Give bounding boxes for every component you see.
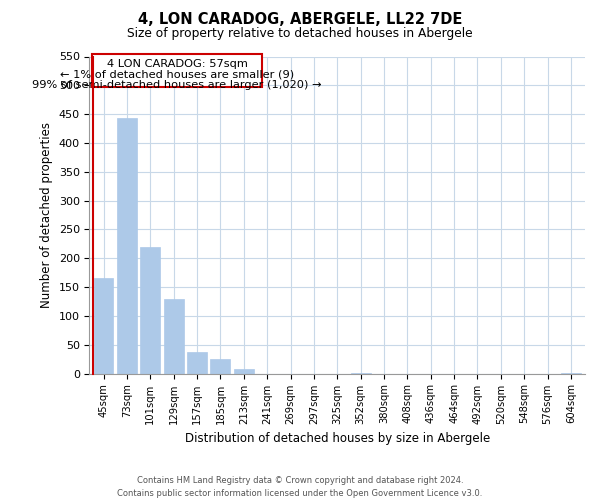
Text: Size of property relative to detached houses in Abergele: Size of property relative to detached ho… (127, 28, 473, 40)
Bar (94, 278, 113, 374)
Bar (211, 359, 230, 374)
Text: 4 LON CARADOG: 57sqm: 4 LON CARADOG: 57sqm (107, 60, 248, 70)
X-axis label: Distribution of detached houses by size in Abergele: Distribution of detached houses by size … (185, 432, 490, 445)
Bar (187, 352, 207, 374)
Bar (350, 373, 371, 374)
Bar (234, 369, 254, 374)
Bar (164, 298, 184, 374)
Bar (561, 373, 581, 374)
Bar (140, 246, 160, 374)
Bar (92, 54, 262, 87)
Text: Contains HM Land Registry data © Crown copyright and database right 2024.
Contai: Contains HM Land Registry data © Crown c… (118, 476, 482, 498)
Text: 99% of semi-detached houses are larger (1,020) →: 99% of semi-detached houses are larger (… (32, 80, 322, 90)
Text: 4, LON CARADOG, ABERGELE, LL22 7DE: 4, LON CARADOG, ABERGELE, LL22 7DE (138, 12, 462, 28)
Y-axis label: Number of detached properties: Number of detached properties (40, 122, 53, 308)
Text: ← 1% of detached houses are smaller (9): ← 1% of detached houses are smaller (9) (60, 70, 294, 80)
Bar (117, 118, 137, 374)
